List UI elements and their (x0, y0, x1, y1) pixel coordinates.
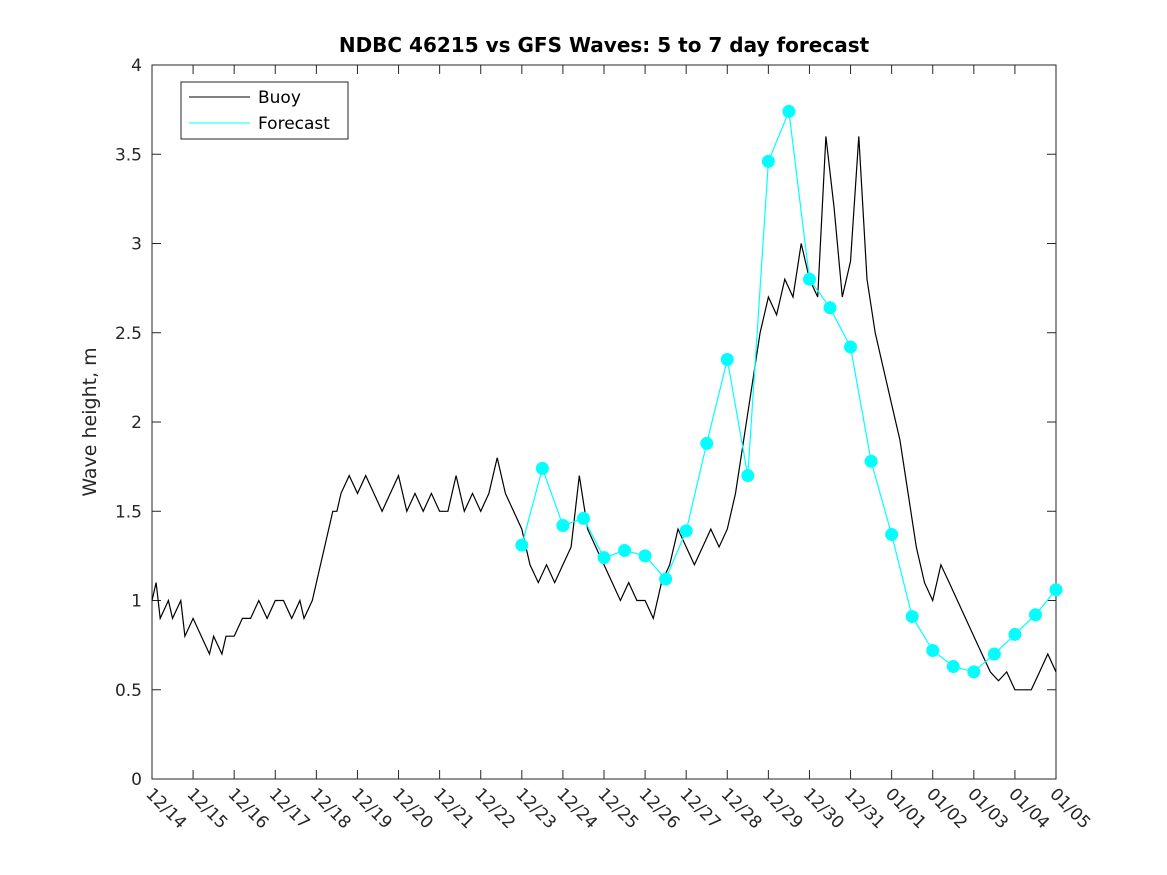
forecast-point (967, 665, 981, 679)
forecast-point (905, 610, 919, 624)
x-tick-label: 12/22 (470, 784, 519, 833)
forecast-point (1028, 608, 1042, 622)
forecast-point (638, 549, 652, 563)
x-tick-label: 12/15 (183, 784, 232, 833)
x-tick-label: 12/20 (388, 784, 437, 833)
y-tick-label: 2 (131, 413, 142, 433)
forecast-point (885, 527, 899, 541)
forecast-point (535, 461, 549, 475)
x-tick-label: 01/02 (922, 784, 971, 833)
forecast-point (700, 436, 714, 450)
forecast-point (597, 551, 611, 565)
forecast-point (782, 104, 796, 118)
x-tick-label: 12/29 (758, 784, 807, 833)
forecast-point (802, 272, 816, 286)
forecast-point (987, 647, 1001, 661)
y-tick-label: 3 (131, 235, 142, 255)
legend-box (180, 81, 349, 140)
x-tick-label: 01/03 (963, 784, 1012, 833)
forecast-point (741, 469, 755, 483)
y-tick-label: 0 (131, 770, 142, 790)
forecast-point (720, 353, 734, 367)
y-tick-label: 4 (131, 56, 142, 76)
y-tick-labels: 0 0.5 1 1.5 2 2.5 3 3.5 4 (115, 56, 142, 790)
plot-area (151, 64, 1057, 780)
y-tick-label: 2.5 (115, 324, 142, 344)
x-tick-label: 01/04 (1004, 784, 1053, 833)
forecast-point (823, 301, 837, 315)
x-tick-label: 12/14 (141, 784, 190, 833)
x-tick-label: 12/19 (347, 784, 396, 833)
forecast-point (1049, 583, 1063, 597)
x-tick-label: 12/30 (799, 784, 848, 833)
x-tick-label: 12/18 (306, 784, 355, 833)
forecast-point (844, 340, 858, 354)
x-tick-label: 01/01 (881, 784, 930, 833)
forecast-point (926, 643, 940, 657)
forecast-point (679, 524, 693, 538)
x-tick-label: 12/31 (840, 784, 889, 833)
legend-label-buoy: Buoy (258, 88, 301, 108)
forecast-point (946, 660, 960, 674)
forecast-point (864, 454, 878, 468)
forecast-point (618, 544, 632, 558)
x-tick-label: 12/24 (552, 784, 601, 833)
series-line-buoy (151, 136, 1057, 691)
forecast-point (761, 154, 775, 168)
x-tick-label: 12/27 (676, 784, 725, 833)
forecast-point (556, 519, 570, 533)
legend-label-forecast: Forecast (258, 114, 330, 134)
x-tick-label: 12/25 (593, 784, 642, 833)
axis-ticks (151, 64, 1057, 780)
x-tick-labels: 12/1412/1512/1612/1712/1812/1912/2012/21… (141, 784, 1094, 833)
forecast-point (1008, 627, 1022, 641)
chart-title: NDBC 46215 vs GFS Waves: 5 to 7 day fore… (339, 33, 870, 57)
legend: Buoy Forecast (180, 81, 349, 140)
y-tick-label: 3.5 (115, 145, 142, 165)
series-markers (515, 104, 1063, 679)
y-tick-label: 1.5 (115, 502, 142, 522)
forecast-point (515, 538, 529, 552)
forecast-point (659, 572, 673, 586)
y-tick-label: 0.5 (115, 681, 142, 701)
x-tick-label: 12/16 (224, 784, 273, 833)
y-axis-label: Wave height, m (79, 347, 101, 496)
x-tick-label: 12/21 (429, 784, 478, 833)
x-tick-label: 12/28 (717, 784, 766, 833)
forecast-point (576, 511, 590, 525)
x-tick-label: 12/26 (635, 784, 684, 833)
y-tick-label: 1 (131, 592, 142, 612)
x-tick-label: 12/17 (265, 784, 314, 833)
x-tick-label: 01/05 (1045, 784, 1094, 833)
x-tick-label: 12/23 (511, 784, 560, 833)
